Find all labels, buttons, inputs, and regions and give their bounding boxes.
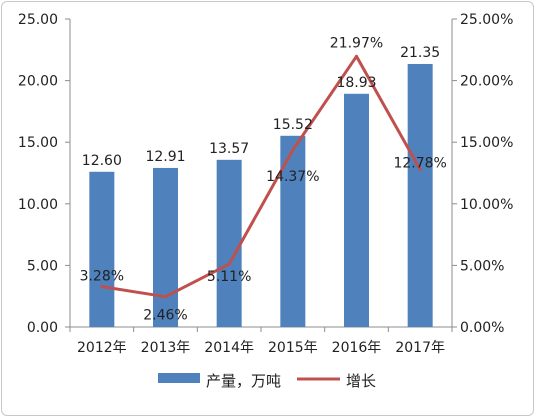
bar-data-label: 15.52	[273, 117, 313, 133]
right-axis-tick-label: 5.00%	[460, 258, 504, 274]
bar-data-label: 21.35	[400, 45, 440, 61]
line-point	[100, 285, 104, 289]
right-axis-tick-label: 15.00%	[460, 135, 513, 151]
x-axis-tick-label: 2013年	[141, 340, 191, 356]
left-axis-tick-label: 5.00	[27, 258, 58, 274]
right-axis-tick-label: 20.00%	[460, 74, 513, 90]
line-data-label: 14.37%	[266, 169, 319, 185]
x-axis-tick-label: 2016年	[332, 340, 382, 356]
line-data-label: 21.97%	[330, 35, 383, 51]
right-axis-tick-label: 10.00%	[460, 197, 513, 213]
line-data-label: 5.11%	[207, 269, 251, 285]
line-point	[355, 54, 358, 58]
line-data-label: 3.28%	[80, 269, 124, 285]
bar-data-label: 12.60	[82, 153, 122, 169]
line-data-label: 2.46%	[143, 308, 187, 324]
right-axis-tick-label: 0.00%	[460, 320, 504, 336]
growth-line	[101, 54, 422, 299]
bar	[344, 93, 369, 327]
bar-data-label: 12.91	[145, 149, 185, 165]
legend-line-label: 增长	[346, 372, 376, 390]
bar	[153, 167, 178, 327]
line-data-label: 12.78%	[393, 156, 446, 172]
right-axis-tick-label: 25.00%	[460, 12, 513, 28]
line-point	[291, 148, 295, 152]
line-point	[227, 262, 231, 266]
bar	[216, 159, 242, 327]
bar	[89, 171, 115, 327]
bar-data-label: 18.93	[336, 75, 376, 91]
left-axis-tick-label: 15.00	[18, 135, 58, 151]
left-axis-tick-label: 10.00	[18, 197, 58, 213]
x-axis-tick-label: 2017年	[395, 340, 445, 356]
legend-bar-swatch	[158, 373, 200, 383]
x-axis-tick-label: 2015年	[268, 340, 318, 356]
x-axis-tick-label: 2014年	[204, 340, 254, 356]
left-axis-tick-label: 0.00	[27, 320, 58, 336]
bar	[407, 63, 433, 328]
bar-data-label: 13.57	[209, 141, 249, 157]
left-axis-tick-label: 20.00	[18, 74, 58, 90]
left-axis-tick-label: 25.00	[18, 12, 58, 28]
line-point	[418, 168, 422, 172]
line-point	[164, 295, 167, 299]
x-axis-tick-label: 2012年	[77, 340, 127, 356]
legend-bar-label: 产量，万吨	[206, 372, 281, 390]
